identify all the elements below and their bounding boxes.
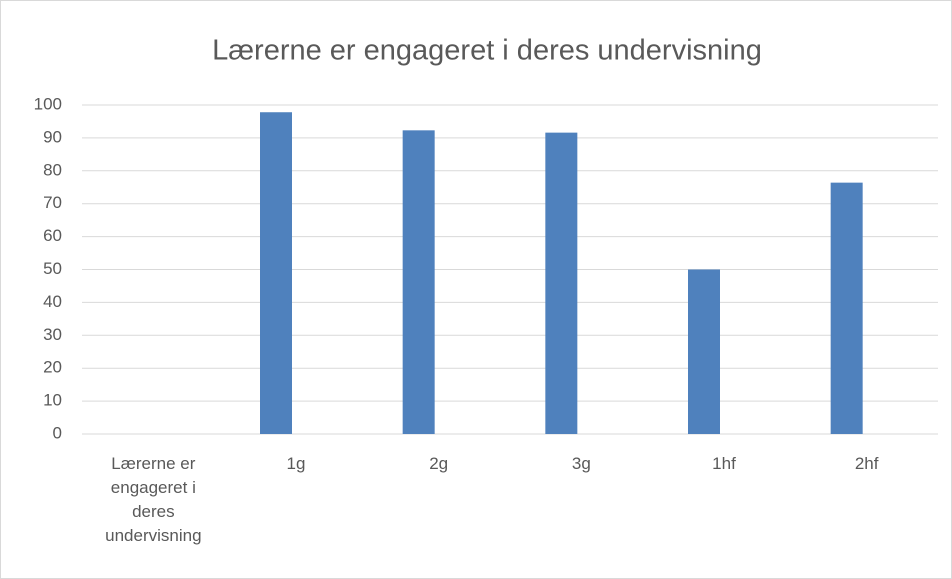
bar [545,132,578,435]
bar [688,269,720,434]
y-tick-label: 90 [43,127,62,146]
bar [402,130,435,434]
y-tick-label: 10 [43,391,62,410]
y-tick-label: 40 [43,292,62,311]
x-tick-label: 1g [286,454,306,473]
x-tick-label-box: 2hf [854,454,879,473]
y-tick-label: 100 [34,94,62,113]
y-tick-label: 60 [43,226,62,245]
x-tick-label: 3g [571,454,591,473]
bar [830,182,863,434]
x-tick-label: 2hf [854,454,879,473]
x-tick-label: Lærerne er engageret i deres undervisnin… [105,454,202,545]
x-tick-label-box: 1hf [712,454,736,473]
x-tick-label-box: 2g [429,454,449,473]
bar [260,112,292,434]
x-tick-label-box: 1g [286,454,306,473]
y-tick-label: 0 [53,423,62,442]
x-tick-label-box: Lærerne er engageret i deres undervisnin… [105,454,202,545]
y-tick-label: 50 [43,259,62,278]
y-tick-label: 70 [43,193,62,212]
y-tick-label: 20 [43,358,62,377]
y-tick-label: 30 [43,325,62,344]
x-tick-label-box: 3g [571,454,591,473]
y-tick-label: 80 [43,160,62,179]
chart-title: Lærerne er engageret i deres undervisnin… [212,35,762,67]
x-tick-label: 1hf [712,454,736,473]
x-tick-label: 2g [429,454,449,473]
